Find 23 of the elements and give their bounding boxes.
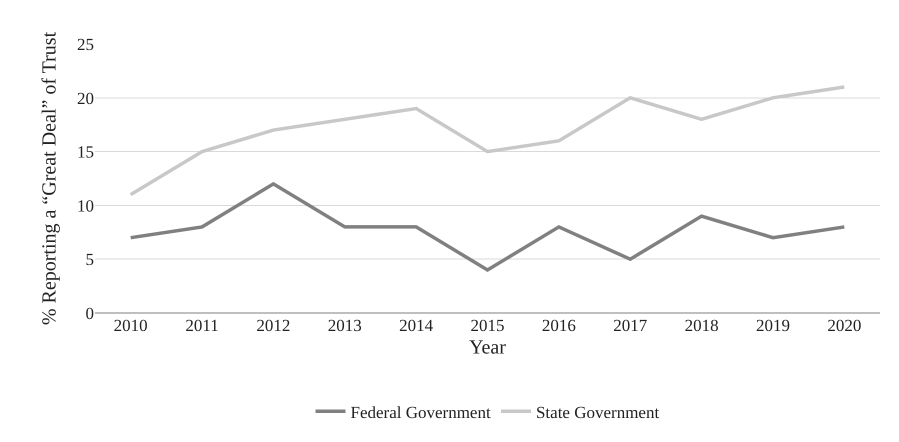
line-series bbox=[128, 85, 846, 196]
x-tick-label: 2018 bbox=[684, 316, 719, 335]
y-tick-label: 5 bbox=[86, 250, 94, 270]
x-tick-label: 2015 bbox=[470, 316, 504, 335]
x-tick-label: 2019 bbox=[756, 316, 790, 335]
x-tick-label: 2010 bbox=[114, 316, 148, 335]
line-series bbox=[128, 182, 846, 272]
y-tick-label: 25 bbox=[77, 34, 94, 54]
y-tick-label: 15 bbox=[77, 142, 94, 162]
legend-label: Federal Government bbox=[350, 402, 491, 422]
x-tick-label: 2011 bbox=[185, 316, 219, 335]
legend-label: State Government bbox=[536, 402, 660, 422]
x-tick-label: 2017 bbox=[613, 316, 648, 335]
y-axis-title: % Reporting a “Great Deal” of Trust bbox=[38, 31, 60, 326]
x-tick-label: 2016 bbox=[542, 316, 576, 335]
y-tick-label: 0 bbox=[86, 304, 94, 323]
x-tick-label: 2014 bbox=[399, 316, 434, 335]
x-tick-label: 2013 bbox=[328, 316, 362, 335]
y-tick-label: 10 bbox=[77, 196, 94, 216]
y-tick-label: 20 bbox=[77, 88, 94, 108]
x-axis-title: Year bbox=[469, 336, 506, 358]
x-tick-label: 2020 bbox=[827, 316, 862, 335]
x-tick-label: 2012 bbox=[256, 316, 290, 335]
